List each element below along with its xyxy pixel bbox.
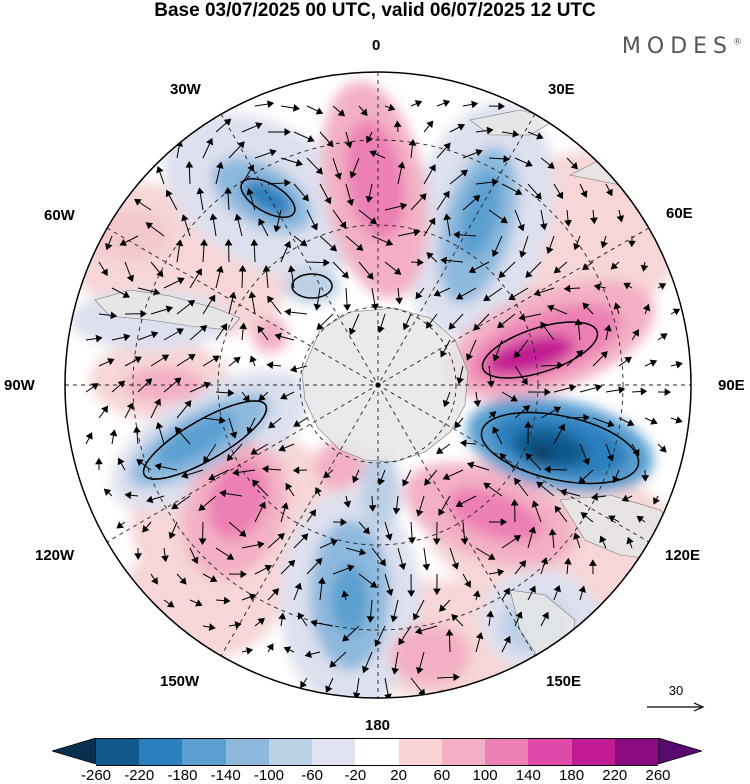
anomaly-field [33,70,725,712]
colorbar-bin [139,738,183,766]
colorbar-tick-label: 100 [473,767,498,784]
label-lon-90e: 90E [718,378,745,394]
colorbar-bin [269,738,313,766]
colorbar-bin [355,738,399,766]
colorbar-tick-label: -180 [167,767,197,784]
reference-vector-arrow [645,701,707,713]
colorbar-bin [572,738,616,766]
label-lon-120e: 120E [665,548,700,564]
colorbar-bin [485,738,529,766]
colorbar-extend-high [658,738,702,764]
colorbar-bin [615,738,659,766]
colorbar-tick-label: 260 [645,767,670,784]
south-pole-marker [376,383,381,388]
reference-vector-label: 30 [656,683,696,698]
label-lon-30e: 30E [548,82,575,98]
colorbar-bin [399,738,443,766]
colorbar-tick-label: -260 [81,767,111,784]
label-lon-60e: 60E [666,206,693,222]
label-lon-180: 180 [365,718,390,734]
colorbar-bin [226,738,270,766]
colorbar-bin [96,738,140,766]
colorbar-bin [528,738,572,766]
label-lon-60w: 60W [44,208,75,224]
colorbar [52,738,702,764]
colorbar-tick-label: -100 [254,767,284,784]
wind-arrow-head [385,694,391,699]
colorbar-extend-low [52,738,96,764]
colorbar-tick-label: 220 [602,767,627,784]
label-lon-150w: 150W [160,674,199,690]
colorbar-tick-label: 140 [516,767,541,784]
colorbar-tick-label: -220 [124,767,154,784]
colorbar-bin [442,738,486,766]
colorbar-tick-label: -60 [301,767,323,784]
colorbar-tick-label: -140 [211,767,241,784]
label-lon-90w: 90W [4,378,35,394]
label-lon-150e: 150E [546,674,581,690]
label-lon-120w: 120W [35,548,74,564]
colorbar-tick-label: 60 [434,767,451,784]
colorbar-bin [182,738,226,766]
label-lon-30w: 30W [170,82,201,98]
colorbar-tick-label: -20 [345,767,367,784]
colorbar-tick-label: 20 [390,767,407,784]
colorbar-tick-label: 180 [559,767,584,784]
label-lon-0: 0 [372,38,380,54]
colorbar-bin [312,738,356,766]
